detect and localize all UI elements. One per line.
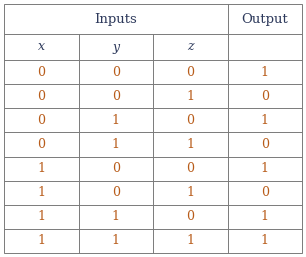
Text: 0: 0 [37, 114, 45, 127]
Text: 1: 1 [112, 234, 120, 247]
Text: 1: 1 [112, 210, 120, 223]
Text: 1: 1 [261, 210, 269, 223]
Text: 0: 0 [261, 186, 269, 199]
Text: 0: 0 [112, 66, 120, 79]
Text: Output: Output [241, 13, 288, 25]
Text: 1: 1 [261, 234, 269, 247]
Text: 1: 1 [186, 138, 194, 151]
Text: Inputs: Inputs [94, 13, 137, 25]
Text: 0: 0 [186, 162, 194, 175]
Text: 0: 0 [112, 162, 120, 175]
Text: 0: 0 [37, 138, 45, 151]
Text: 0: 0 [112, 186, 120, 199]
Text: 1: 1 [261, 162, 269, 175]
Text: 0: 0 [186, 66, 194, 79]
Text: 1: 1 [37, 186, 45, 199]
Text: 0: 0 [112, 90, 120, 103]
Text: 1: 1 [261, 114, 269, 127]
Text: 0: 0 [186, 210, 194, 223]
Text: 1: 1 [186, 234, 194, 247]
Text: 0: 0 [186, 114, 194, 127]
Text: x: x [38, 41, 45, 53]
Text: y: y [112, 41, 119, 53]
Text: 1: 1 [261, 66, 269, 79]
Text: 0: 0 [261, 138, 269, 151]
Text: 1: 1 [186, 90, 194, 103]
Text: 1: 1 [37, 234, 45, 247]
Text: 1: 1 [37, 210, 45, 223]
Text: 0: 0 [261, 90, 269, 103]
Text: 1: 1 [112, 138, 120, 151]
Text: 1: 1 [186, 186, 194, 199]
Text: 0: 0 [37, 66, 45, 79]
Text: 1: 1 [37, 162, 45, 175]
Text: z: z [187, 41, 194, 53]
Text: 0: 0 [37, 90, 45, 103]
Text: 1: 1 [112, 114, 120, 127]
